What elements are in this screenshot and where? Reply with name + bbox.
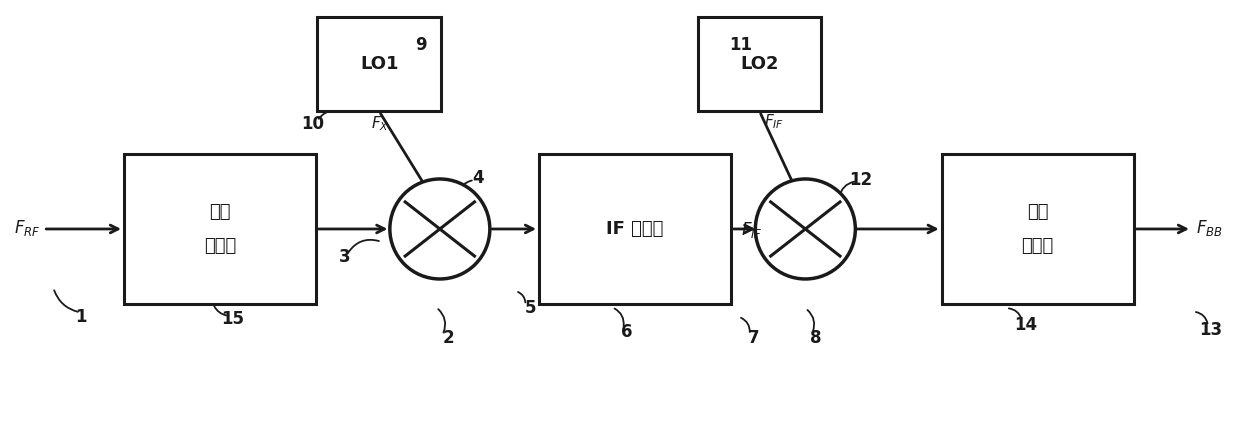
Text: $F_{IF}$: $F_{IF}$ bbox=[764, 112, 784, 131]
Text: 3: 3 bbox=[338, 248, 351, 266]
Bar bbox=[698, 17, 821, 111]
Text: $F_{BB}$: $F_{BB}$ bbox=[1196, 217, 1223, 238]
Bar bbox=[317, 17, 441, 111]
Text: 基带: 基带 bbox=[1027, 203, 1048, 221]
Text: 12: 12 bbox=[850, 171, 872, 189]
Text: IF 滤波器: IF 滤波器 bbox=[606, 220, 664, 238]
Text: 2: 2 bbox=[442, 329, 455, 347]
Text: 11: 11 bbox=[730, 36, 752, 54]
Text: 10: 10 bbox=[301, 115, 323, 133]
Text: 7: 7 bbox=[747, 329, 760, 347]
Text: 9: 9 bbox=[415, 36, 427, 54]
Text: 6: 6 bbox=[621, 323, 633, 341]
Text: 滤波器: 滤波器 bbox=[203, 237, 237, 255]
Text: 15: 15 bbox=[222, 310, 244, 328]
Text: 4: 4 bbox=[472, 169, 484, 187]
Bar bbox=[124, 154, 316, 304]
Text: 1: 1 bbox=[74, 308, 87, 326]
Circle shape bbox=[390, 179, 489, 279]
Text: $F_X$: $F_X$ bbox=[370, 114, 389, 133]
Text: LO1: LO1 bbox=[359, 55, 399, 73]
Text: 滤波器: 滤波器 bbox=[1021, 237, 1054, 255]
Text: 14: 14 bbox=[1015, 316, 1037, 334]
Text: $F_{IF}$: $F_{IF}$ bbox=[741, 220, 763, 240]
Text: LO2: LO2 bbox=[740, 55, 779, 73]
Text: 8: 8 bbox=[809, 329, 821, 347]
Bar bbox=[539, 154, 731, 304]
Text: 13: 13 bbox=[1199, 321, 1222, 339]
Bar bbox=[942, 154, 1134, 304]
Text: 5: 5 bbox=[524, 299, 536, 317]
Text: $F_{RF}$: $F_{RF}$ bbox=[15, 217, 41, 238]
Text: 带通: 带通 bbox=[209, 203, 230, 221]
Circle shape bbox=[756, 179, 855, 279]
